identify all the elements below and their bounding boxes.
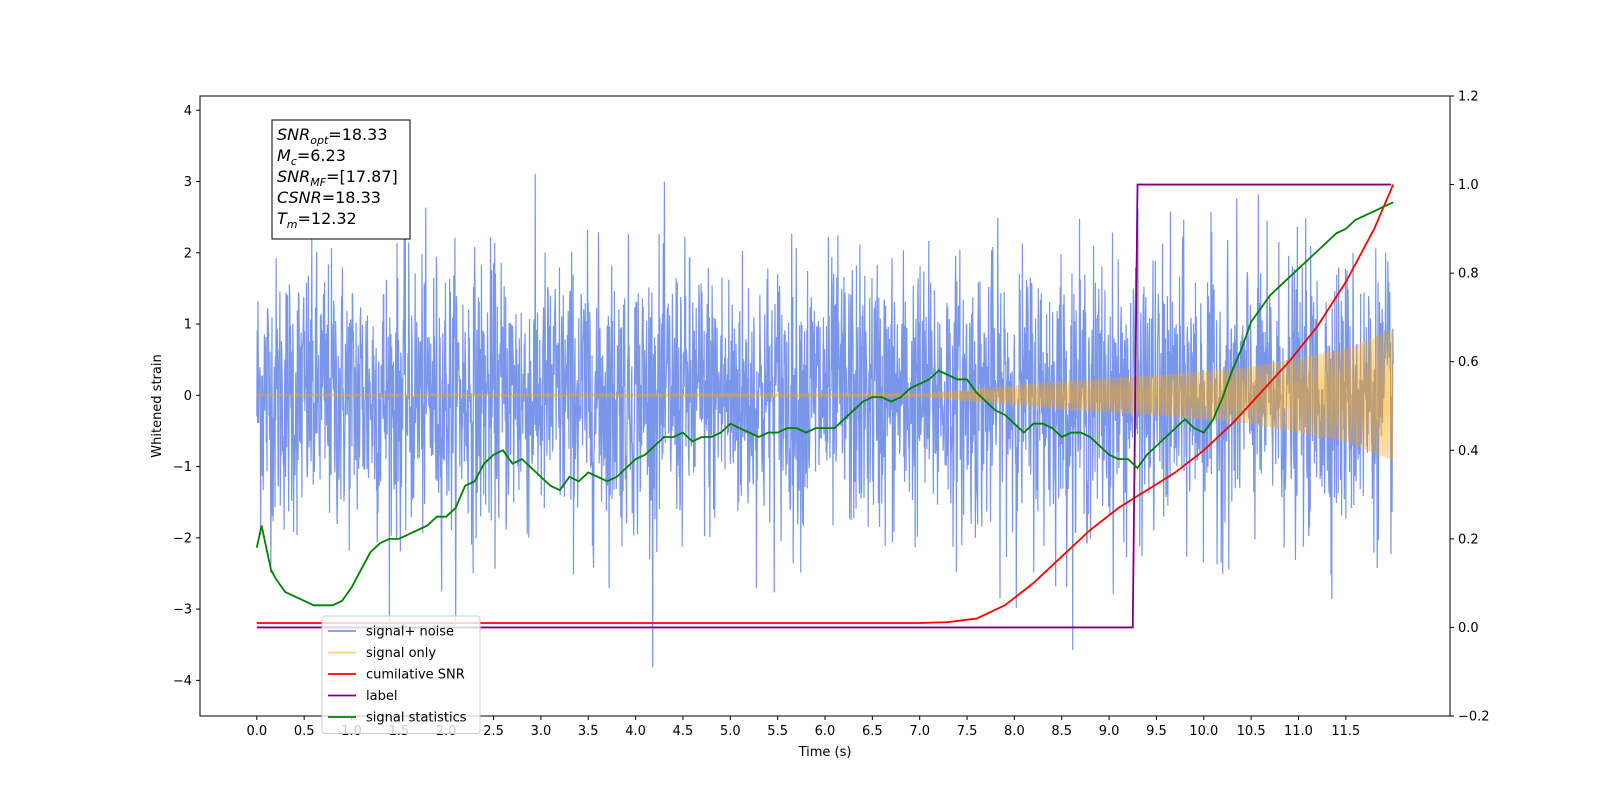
x-tick-label: 7.5 xyxy=(957,724,978,739)
left-y-tick-label: −2 xyxy=(173,531,192,546)
x-tick-label: 0.0 xyxy=(246,724,267,739)
x-tick-label: 5.0 xyxy=(720,724,741,739)
right-y-tick-label: −0.2 xyxy=(1458,710,1490,725)
left-y-tick-label: −4 xyxy=(173,674,192,689)
annotation-line: Mc=6.23 xyxy=(277,146,346,168)
left-y-tick-label: −3 xyxy=(173,603,192,618)
legend-entry: cumilative SNR xyxy=(366,668,465,683)
x-tick-label: 9.0 xyxy=(1099,724,1120,739)
legend-entry: label xyxy=(366,689,397,704)
x-axis: 0.00.51.01.52.02.53.03.54.04.55.05.56.06… xyxy=(246,716,1360,739)
annotation-line: SNRopt=18.33 xyxy=(277,125,388,147)
annotation-line: CSNR=18.33 xyxy=(277,188,381,207)
right-y-tick-label: 0.8 xyxy=(1458,267,1479,282)
x-tick-label: 9.5 xyxy=(1146,724,1167,739)
series-signal-statistics xyxy=(255,201,1394,607)
legend-entry: signal statistics xyxy=(366,711,467,726)
x-tick-label: 3.0 xyxy=(531,724,552,739)
x-tick-label: 10.5 xyxy=(1237,724,1266,739)
annotation-box: SNRopt=18.33Mc=6.23SNRMF=[17.87]CSNR=18.… xyxy=(271,119,411,240)
annotation-line: SNRMF=[17.87] xyxy=(277,167,398,189)
series-label xyxy=(256,183,1392,629)
series-signal-only xyxy=(256,329,1394,461)
annotation-frame xyxy=(271,119,411,240)
left-y-tick-label: 3 xyxy=(184,175,192,190)
right-y-tick-label: 1.0 xyxy=(1458,178,1479,193)
legend: signal+ noise signal only cumilative SNR la… xyxy=(321,615,481,734)
x-tick-label: 2.5 xyxy=(483,724,504,739)
x-tick-label: 5.5 xyxy=(767,724,788,739)
left-y-tick-label: 2 xyxy=(184,246,192,261)
series-cumilative-snr xyxy=(256,184,1395,624)
x-axis-label: Time (s) xyxy=(798,745,852,760)
x-tick-label: 11.5 xyxy=(1331,724,1360,739)
x-tick-label: 8.5 xyxy=(1051,724,1072,739)
left-y-tick-label: 1 xyxy=(184,318,192,333)
x-tick-label: 8.0 xyxy=(1004,724,1025,739)
x-tick-label: 3.5 xyxy=(578,724,599,739)
series-layer xyxy=(255,173,1395,668)
right-y-tick-label: 0.4 xyxy=(1458,444,1479,459)
right-y-tick-label: 1.2 xyxy=(1458,90,1479,105)
left-y-tick-label: 4 xyxy=(184,104,192,119)
x-tick-label: 6.0 xyxy=(815,724,836,739)
legend-entry: signal+ noise xyxy=(366,625,454,640)
right-y-tick-label: 0.0 xyxy=(1458,621,1479,636)
right-y-tick-label: 0.2 xyxy=(1458,532,1479,547)
x-tick-label: 10.0 xyxy=(1189,724,1218,739)
x-tick-label: 0.5 xyxy=(294,724,315,739)
annotation-line: Tm=12.32 xyxy=(277,209,357,231)
x-tick-label: 6.5 xyxy=(862,724,883,739)
x-tick-label: 11.0 xyxy=(1284,724,1313,739)
right-y-tick-label: 0.6 xyxy=(1458,355,1479,370)
left-y-axis-label: Whitened strain xyxy=(150,354,165,457)
x-tick-label: 7.0 xyxy=(909,724,930,739)
left-y-tick-label: 0 xyxy=(184,389,192,404)
left-y-axis: −4 −3 −2 −1 0 1 2 3 4 xyxy=(173,104,200,689)
x-tick-label: 4.0 xyxy=(625,724,646,739)
right-y-axis: −0.2 0.0 0.2 0.4 0.6 0.8 1.0 1.2 xyxy=(1450,90,1490,725)
legend-frame xyxy=(321,615,481,734)
x-tick-label: 4.5 xyxy=(673,724,694,739)
legend-entry: signal only xyxy=(366,646,436,661)
left-y-tick-label: −1 xyxy=(173,460,192,475)
